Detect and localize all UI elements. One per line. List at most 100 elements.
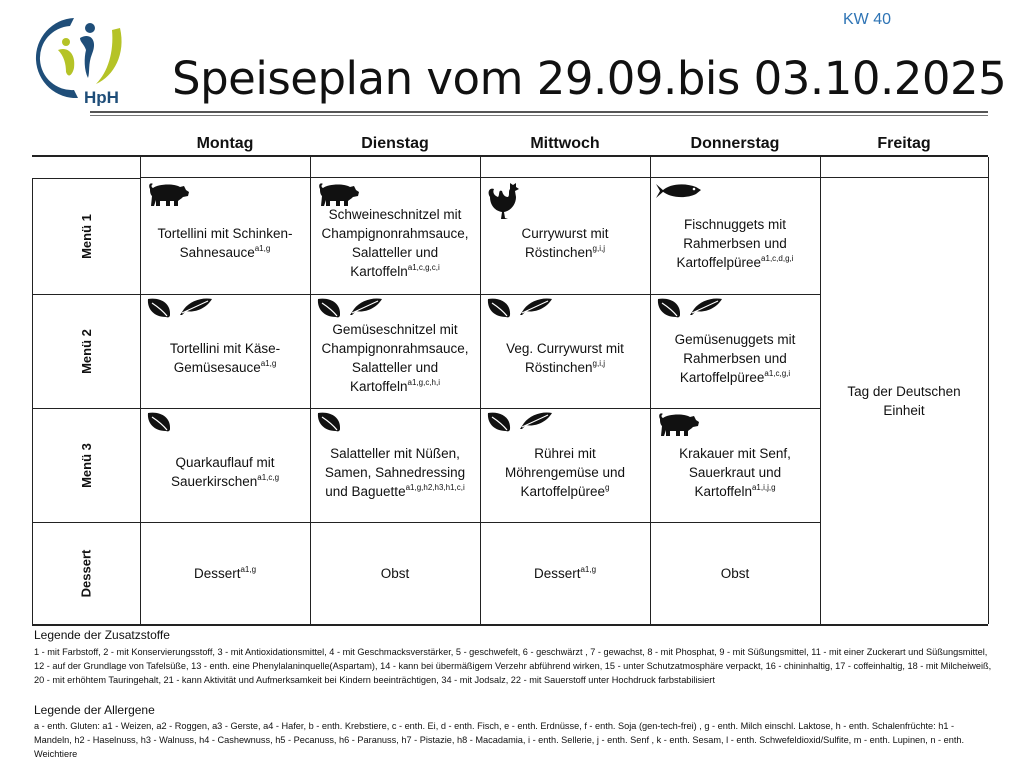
row-label-text: Menü 1 — [78, 213, 94, 259]
dish-name: Tortellini mit Käse-Gemüsesaucea1,g — [146, 339, 304, 377]
dish-text: Gemüseschnitzel mit Champignonrahmsauce,… — [321, 322, 469, 394]
menu-cell: Fischnuggets mit Rahmerbsen und Kartoffe… — [650, 178, 820, 294]
row-label-text: Menü 3 — [78, 442, 94, 488]
leaf-icon — [146, 297, 172, 319]
dish-text: Dessert — [193, 565, 241, 581]
allergen-codes: a1,c,g,i — [764, 368, 791, 378]
leaf-icon — [316, 411, 342, 433]
dish-name: Currywurst mit Röstincheng,i,j — [486, 224, 644, 262]
table-column-line — [32, 178, 33, 624]
table-line — [32, 624, 988, 626]
menu-cell: Desserta1,g — [480, 522, 650, 624]
dish-text: Obst — [380, 565, 410, 581]
dish-text: Gemüsenuggets mit Rahmerbsen und Kartoff… — [674, 331, 796, 385]
page-title: Speiseplan vom 29.09.bis 03.10.2025 — [172, 52, 1007, 105]
dish-name: Quarkauflauf mit Sauerkirschena1,c,g — [146, 453, 304, 491]
dish-name: Gemüseschnitzel mit Champignonrahmsauce,… — [316, 320, 474, 396]
dish-icons — [316, 411, 342, 433]
dish-icons — [146, 297, 214, 319]
menu-cell: Schweineschnitzel mit Champignonrahmsauc… — [310, 178, 480, 294]
feather-icon — [518, 411, 554, 433]
feather-icon — [688, 297, 724, 319]
day-header-freitag: Freitag — [877, 135, 931, 152]
title-divider — [90, 111, 988, 113]
dish-icons — [486, 297, 554, 319]
menu-cell: Salatteller mit Nüßen, Samen, Sahnedress… — [310, 408, 480, 522]
menu-cell: Tortellini mit Käse-Gemüsesaucea1,g — [140, 294, 310, 408]
table-column-line — [310, 157, 311, 624]
menu-cell: Desserta1,g — [140, 522, 310, 624]
leaf-icon — [486, 411, 512, 433]
dish-text: Dessert — [533, 565, 581, 581]
dish-name: Desserta1,g — [534, 564, 596, 583]
pig-icon — [316, 181, 360, 207]
additives-legend-title: Legende der Zusatzstoffe — [34, 628, 170, 642]
menu-cell: Obst — [650, 522, 820, 624]
hph-logo: HpH — [35, 18, 122, 106]
menu-cell: Veg. Currywurst mit Röstincheng,i,j — [480, 294, 650, 408]
allergen-codes: g,i,j — [592, 359, 605, 368]
dish-text: Salatteller mit Nüßen, Samen, Sahnedress… — [324, 445, 466, 499]
dish-text: Krakauer mit Senf, Sauerkraut und Kartof… — [679, 445, 791, 499]
table-line — [140, 177, 988, 178]
pig-icon — [146, 181, 190, 207]
title-divider-thin — [90, 115, 988, 116]
leaf-icon — [316, 297, 342, 319]
table-column-line — [650, 157, 651, 624]
allergen-codes: a1,g — [240, 564, 257, 574]
table-column-line — [140, 157, 141, 624]
allergen-codes: a1,g,h2,h3,h1,c,i — [405, 482, 465, 492]
dish-name: Obst — [721, 564, 750, 583]
pig-icon — [656, 411, 700, 437]
allergen-codes: g,i,j — [592, 244, 605, 253]
row-label: Menü 2 — [32, 294, 140, 408]
menu-cell: Gemüseschnitzel mit Champignonrahmsauce,… — [310, 294, 480, 408]
dish-icons — [146, 181, 190, 207]
day-header-donnerstag: Donnerstag — [690, 135, 780, 152]
table-line — [32, 178, 140, 179]
dish-name: Obst — [381, 564, 410, 583]
menu-cell: Quarkauflauf mit Sauerkirschena1,c,g — [140, 408, 310, 522]
dish-text: Rührei mit Möhrengemüse und Kartoffelpür… — [504, 445, 626, 499]
friday-holiday-cell: Tag der Deutschen Einheit — [820, 178, 988, 624]
day-header-mittwoch: Mittwoch — [530, 135, 600, 152]
allergen-codes: a1,g — [260, 359, 277, 368]
dish-icons — [146, 411, 172, 433]
allergen-codes: a1,g,c,h,i — [407, 378, 440, 387]
allergens-legend-text: a - enth. Gluten: a1 - Weizen, a2 - Rogg… — [34, 721, 965, 759]
allergens-legend-title: Legende der Allergene — [34, 703, 155, 717]
day-header-dienstag: Dienstag — [361, 135, 429, 152]
leaf-icon — [486, 297, 512, 319]
table-line — [32, 522, 820, 523]
allergen-codes: a1,c,d,g,i — [761, 253, 794, 263]
dish-text: Currywurst mit Röstinchen — [521, 226, 609, 260]
dish-icons — [656, 411, 700, 437]
dish-name: Salatteller mit Nüßen, Samen, Sahnedress… — [316, 444, 474, 501]
fish-icon — [656, 181, 702, 201]
row-label: Menü 1 — [32, 178, 140, 294]
table-line — [32, 408, 820, 409]
row-label: Dessert — [32, 522, 140, 624]
menu-cell: Krakauer mit Senf, Sauerkraut und Kartof… — [650, 408, 820, 522]
table-column-line — [988, 157, 989, 624]
dish-name: Fischnuggets mit Rahmerbsen und Kartoffe… — [656, 215, 814, 272]
dish-name: Schweineschnitzel mit Champignonrahmsauc… — [316, 205, 474, 281]
dish-name: Desserta1,g — [194, 564, 256, 583]
dish-text: Fischnuggets mit Rahmerbsen und Kartoffe… — [676, 216, 787, 270]
dish-text: Quarkauflauf mit Sauerkirschen — [170, 455, 275, 489]
table-header-line — [32, 155, 988, 157]
row-label-text: Dessert — [78, 549, 94, 597]
dish-icons — [656, 181, 702, 201]
menu-cell: Tortellini mit Schinken-Sahnesaucea1,g — [140, 178, 310, 294]
allergen-codes: a1,i,j,g — [751, 482, 776, 492]
rooster-icon — [486, 181, 522, 221]
dish-name: Veg. Currywurst mit Röstincheng,i,j — [486, 339, 644, 377]
allergen-codes: a1,c,g,c,i — [407, 263, 440, 272]
dish-text: Schweineschnitzel mit Champignonrahmsauc… — [321, 207, 469, 279]
dish-name: Rührei mit Möhrengemüse und Kartoffelpür… — [486, 444, 644, 501]
allergen-codes: g — [605, 482, 610, 492]
row-label-text: Menü 2 — [78, 328, 94, 374]
menu-cell: Gemüsenuggets mit Rahmerbsen und Kartoff… — [650, 294, 820, 408]
dish-text: Veg. Currywurst mit Röstinchen — [506, 341, 624, 375]
dish-name: Gemüsenuggets mit Rahmerbsen und Kartoff… — [656, 330, 814, 387]
